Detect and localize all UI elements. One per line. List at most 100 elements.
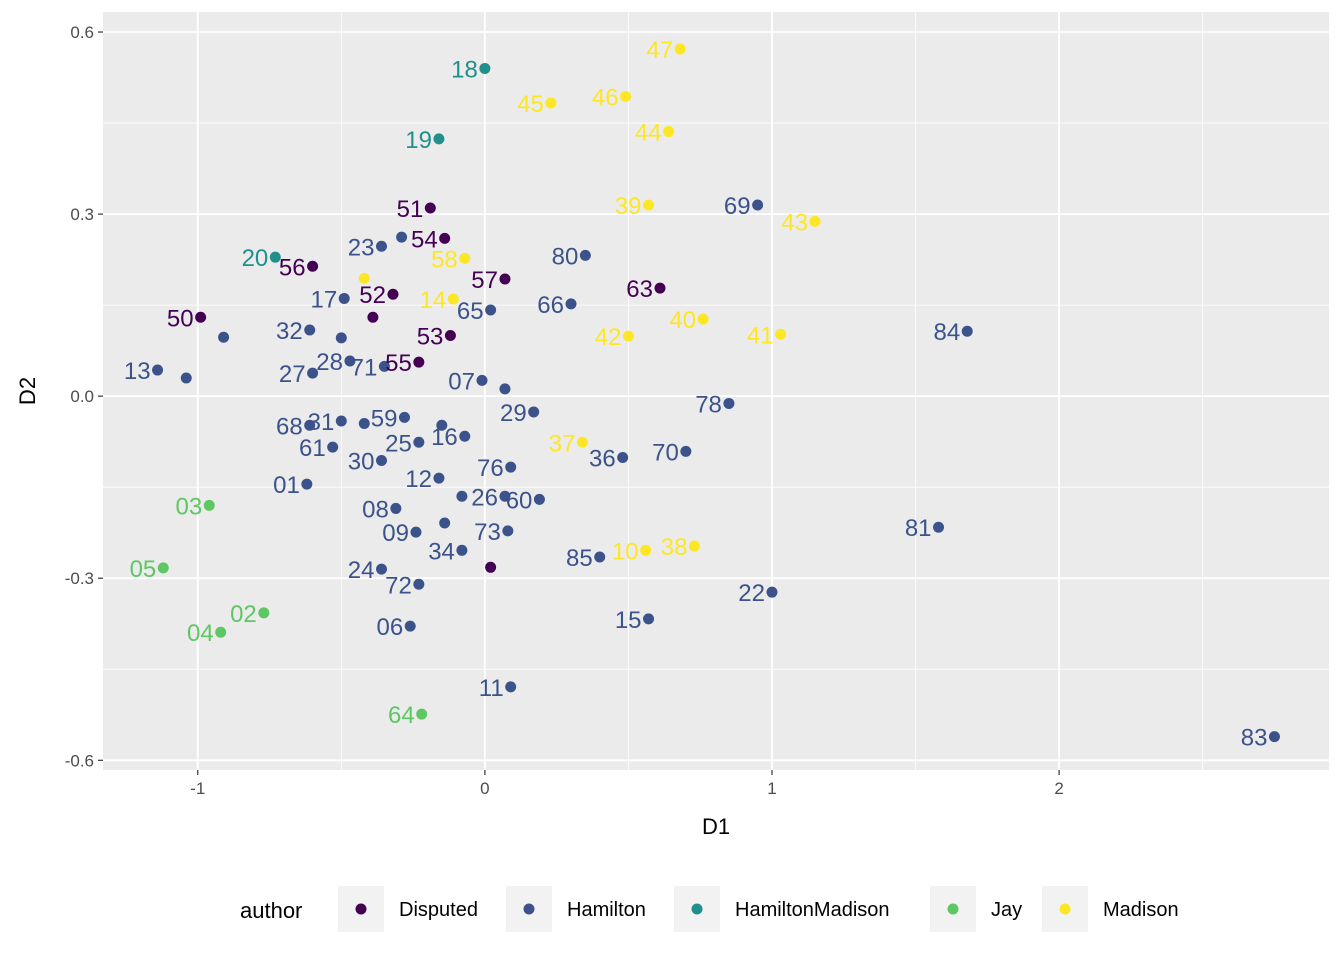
point-label: 18 bbox=[451, 56, 478, 83]
point-label: 38 bbox=[661, 534, 688, 561]
data-point bbox=[476, 374, 488, 386]
point-label: 10 bbox=[612, 538, 639, 565]
point-label: 72 bbox=[385, 572, 412, 599]
point-label: 32 bbox=[276, 318, 303, 345]
point-label: 34 bbox=[428, 538, 455, 565]
point-label: 12 bbox=[405, 466, 432, 493]
point-label: 15 bbox=[615, 607, 642, 634]
data-point bbox=[358, 417, 370, 429]
legend-marker bbox=[947, 903, 959, 915]
point-label: 11 bbox=[479, 675, 504, 702]
point-label: 66 bbox=[537, 292, 564, 319]
y-tick-label: -0.3 bbox=[65, 569, 94, 588]
data-point bbox=[697, 313, 709, 325]
data-point bbox=[439, 517, 451, 529]
data-point bbox=[416, 708, 428, 720]
data-point bbox=[499, 490, 511, 502]
point-label: 30 bbox=[348, 448, 375, 475]
point-label: 52 bbox=[359, 282, 386, 309]
data-point bbox=[579, 249, 591, 261]
data-point bbox=[485, 561, 497, 573]
point-label: 28 bbox=[316, 349, 343, 376]
x-tick-label: -1 bbox=[190, 779, 205, 798]
data-point bbox=[499, 383, 511, 395]
point-label: 54 bbox=[411, 226, 438, 253]
data-point bbox=[335, 332, 347, 344]
data-point bbox=[396, 231, 408, 243]
legend-label: Madison bbox=[1103, 899, 1179, 921]
legend-label: Hamilton bbox=[567, 899, 646, 921]
point-label: 05 bbox=[130, 556, 157, 583]
data-point bbox=[479, 62, 491, 74]
point-label: 78 bbox=[695, 391, 722, 418]
data-point bbox=[376, 240, 388, 252]
data-points bbox=[152, 43, 1280, 743]
legend-marker bbox=[1059, 903, 1071, 915]
point-label: 65 bbox=[457, 298, 484, 325]
y-tick-label: -0.6 bbox=[65, 751, 94, 770]
point-label: 24 bbox=[348, 557, 375, 584]
point-label: 63 bbox=[626, 276, 653, 303]
point-label: 80 bbox=[552, 243, 579, 270]
data-point bbox=[533, 493, 545, 505]
point-label: 27 bbox=[279, 361, 306, 388]
data-point bbox=[456, 544, 468, 556]
data-point bbox=[499, 273, 511, 285]
data-point bbox=[157, 562, 169, 574]
point-label: 60 bbox=[506, 487, 533, 514]
x-axis: -1 0 1 2 bbox=[190, 770, 1064, 798]
data-point bbox=[766, 586, 778, 598]
x-tick-label: 1 bbox=[767, 779, 776, 798]
data-point bbox=[528, 406, 540, 418]
data-point bbox=[640, 544, 652, 556]
data-point bbox=[688, 540, 700, 552]
point-label: 17 bbox=[310, 286, 337, 313]
data-point bbox=[367, 311, 379, 323]
data-point bbox=[410, 526, 422, 538]
data-point bbox=[424, 202, 436, 214]
point-label: 55 bbox=[385, 350, 412, 377]
point-label: 58 bbox=[431, 246, 458, 273]
x-axis-title: D1 bbox=[702, 814, 730, 839]
data-point bbox=[413, 356, 425, 368]
point-label: 45 bbox=[517, 91, 544, 118]
data-point bbox=[376, 563, 388, 575]
data-point bbox=[459, 430, 471, 442]
point-label: 03 bbox=[176, 493, 203, 520]
point-label: 26 bbox=[471, 484, 498, 511]
data-point bbox=[358, 272, 370, 284]
data-point bbox=[485, 304, 497, 316]
point-label: 64 bbox=[388, 702, 415, 729]
y-axis: -0.6 -0.3 0.0 0.3 0.6 bbox=[65, 23, 103, 770]
data-point bbox=[680, 445, 692, 457]
legend-marker bbox=[355, 903, 367, 915]
point-label: 29 bbox=[500, 400, 527, 427]
data-point bbox=[436, 419, 448, 431]
point-label: 85 bbox=[566, 545, 593, 572]
point-label: 20 bbox=[242, 245, 269, 272]
data-point bbox=[269, 251, 281, 263]
point-label: 53 bbox=[417, 323, 444, 350]
point-label: 39 bbox=[615, 193, 642, 220]
point-label: 44 bbox=[635, 120, 662, 147]
data-point bbox=[413, 436, 425, 448]
point-label: 59 bbox=[371, 405, 398, 432]
data-point bbox=[390, 502, 402, 514]
point-label: 47 bbox=[646, 37, 673, 64]
point-label: 83 bbox=[1241, 725, 1268, 752]
data-point bbox=[444, 329, 456, 341]
data-point bbox=[398, 411, 410, 423]
point-label: 46 bbox=[592, 84, 619, 111]
point-label: 16 bbox=[431, 424, 458, 451]
legend-label: Jay bbox=[991, 899, 1022, 921]
point-label: 36 bbox=[589, 445, 616, 472]
point-label: 37 bbox=[549, 430, 576, 457]
point-label: 31 bbox=[308, 409, 335, 436]
data-point bbox=[459, 252, 471, 264]
y-tick-label: 0.6 bbox=[70, 23, 94, 42]
point-label: 71 bbox=[351, 354, 378, 381]
point-label: 41 bbox=[747, 322, 774, 349]
y-axis-title: D2 bbox=[15, 377, 40, 405]
